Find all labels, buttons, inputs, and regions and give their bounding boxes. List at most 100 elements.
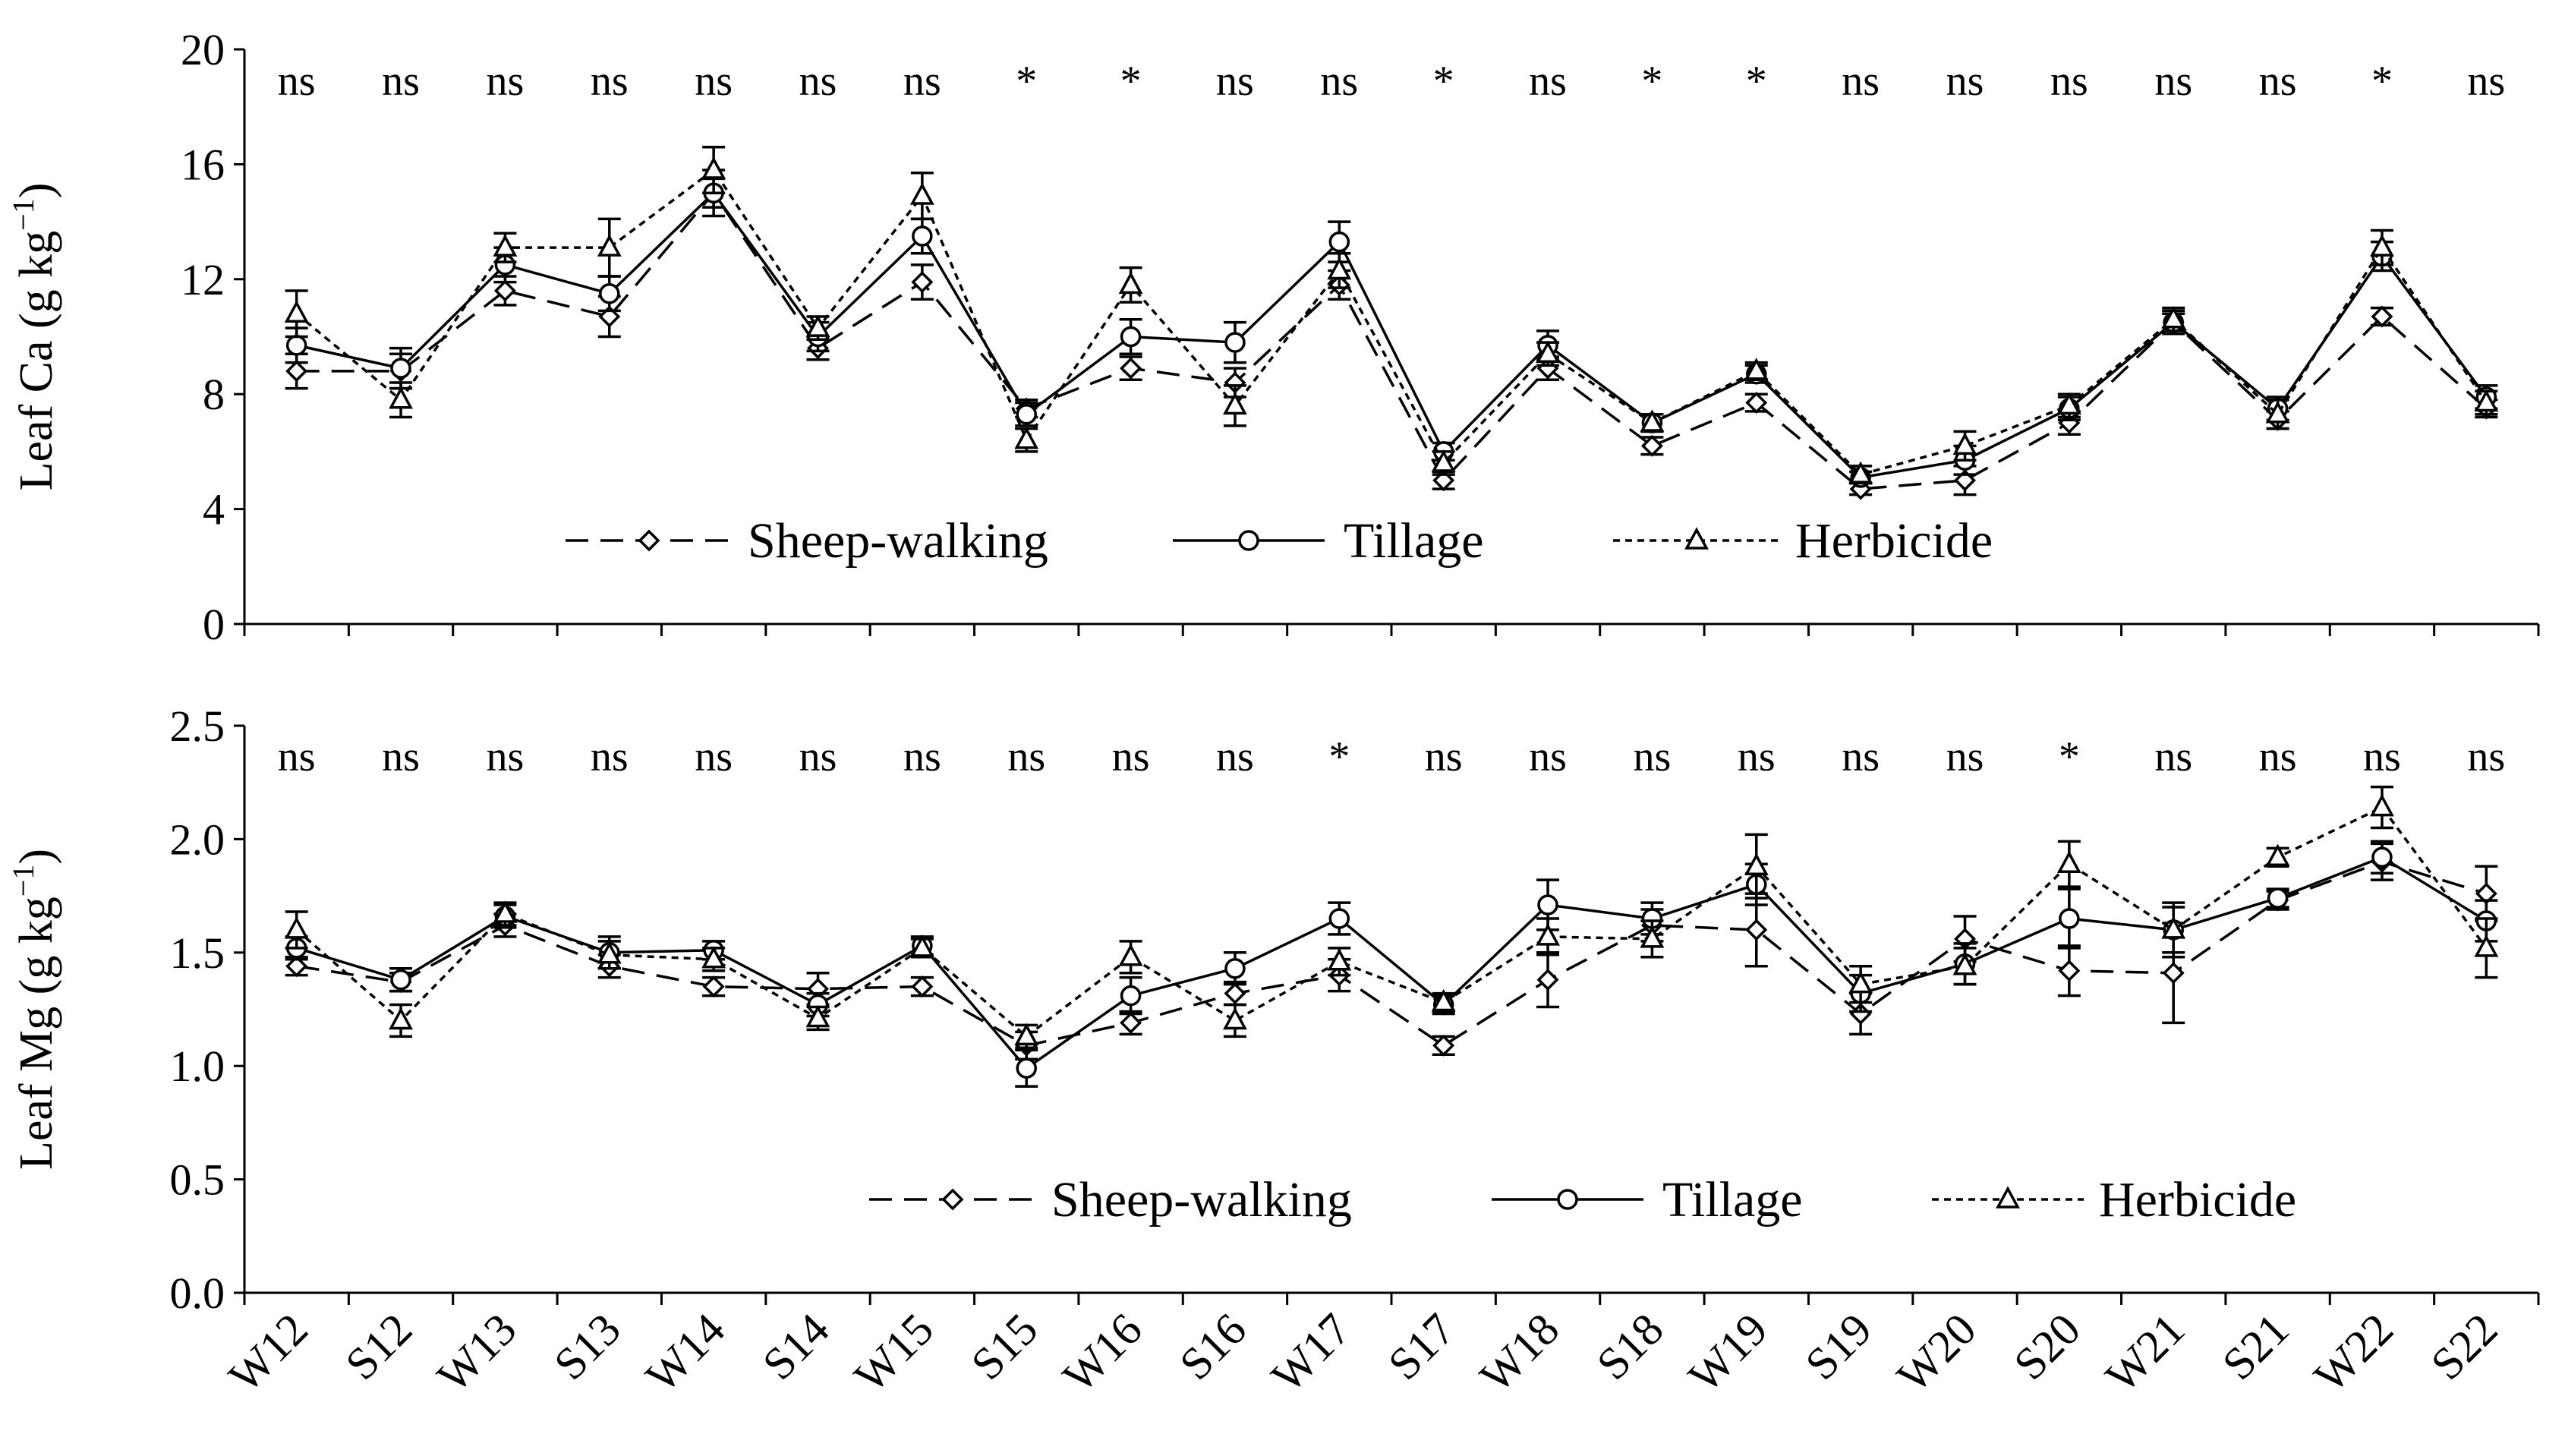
data-point-triangle xyxy=(2161,306,2186,329)
significance-label: ns xyxy=(799,58,837,105)
significance-label: ns xyxy=(278,733,316,780)
data-point-triangle xyxy=(1118,271,1143,295)
data-point-triangle xyxy=(1848,461,1873,484)
y-tick-label: 2.0 xyxy=(170,815,225,864)
data-point-triangle xyxy=(597,941,622,964)
data-point-circle xyxy=(1120,985,1142,1007)
data-point-triangle xyxy=(1327,948,1352,971)
significance-label: ns xyxy=(2467,58,2505,105)
data-point-circle xyxy=(1224,332,1246,353)
y-tick-label: 8 xyxy=(203,370,225,419)
significance-label: ns xyxy=(695,733,733,780)
y-axis-label: Leaf Mg (g kg−1) xyxy=(6,849,62,1170)
x-tick-label: S12 xyxy=(336,1304,422,1390)
series-triangle xyxy=(284,785,2499,1050)
significance-label: ns xyxy=(1842,733,1880,780)
data-point-diamond xyxy=(1745,919,1768,941)
data-point-triangle xyxy=(1536,923,1560,946)
series-line xyxy=(296,856,2488,1070)
significance-label: ns xyxy=(382,733,420,780)
data-point-triangle xyxy=(2265,843,2290,867)
data-point-circle xyxy=(1120,326,1142,348)
data-point-circle xyxy=(1016,1057,1037,1079)
significance-label: ns xyxy=(487,58,525,105)
significance-label: ns xyxy=(903,733,941,780)
series-line xyxy=(296,860,2487,1048)
significance-label: ns xyxy=(1216,733,1254,780)
y-tick-label: 0.0 xyxy=(170,1268,225,1318)
data-point-circle xyxy=(2267,887,2289,909)
data-point-circle xyxy=(285,335,307,356)
significance-label: ns xyxy=(1320,58,1358,105)
y-tick-label: 0.5 xyxy=(170,1155,225,1205)
significance-label: ns xyxy=(695,58,733,105)
significance-label: ns xyxy=(2154,58,2192,105)
panel-1: 0 4 8 12 16 20 Leaf Ca (g kg−1) ns ns ns ns ns ns ns *… xyxy=(6,25,2540,649)
significance-label: ns xyxy=(487,733,525,780)
significance-label: * xyxy=(2371,58,2393,105)
significance-label: ns xyxy=(2467,733,2505,780)
data-point-triangle xyxy=(909,182,934,205)
data-point-triangle xyxy=(1014,1023,1039,1046)
data-point-circle xyxy=(2059,908,2080,929)
significance-label: ns xyxy=(1946,58,1984,105)
data-point-triangle xyxy=(805,1004,830,1028)
significance-label: ns xyxy=(1112,733,1150,780)
significance-label: * xyxy=(1746,58,1767,105)
data-point-triangle xyxy=(1223,1007,1247,1030)
significance-label: ns xyxy=(1425,733,1463,780)
significance-label: ns xyxy=(1216,58,1254,105)
y-tick-label: 1.5 xyxy=(170,928,225,978)
data-point-triangle xyxy=(2474,934,2499,957)
y-tick-label: 4 xyxy=(203,485,225,534)
data-point-triangle xyxy=(1848,970,1873,994)
y-tick-label: 0 xyxy=(203,600,225,649)
significance-label: ns xyxy=(2050,58,2088,105)
legend-marker-diamond xyxy=(638,529,660,552)
data-point-triangle xyxy=(701,156,726,179)
x-tick-label: W22 xyxy=(2305,1304,2403,1402)
significance-label: ns xyxy=(2363,733,2401,780)
x-tick-label: W20 xyxy=(1888,1304,1986,1402)
data-point-triangle xyxy=(493,234,518,257)
x-tick-label: S16 xyxy=(1170,1304,1256,1390)
data-point-circle xyxy=(599,282,620,304)
data-point-diamond xyxy=(702,975,725,998)
data-point-diamond xyxy=(1745,392,1768,414)
data-point-diamond xyxy=(1640,434,1663,457)
x-tick-label: W13 xyxy=(427,1304,525,1402)
significance-label: ns xyxy=(903,58,941,105)
data-point-triangle xyxy=(1223,392,1247,415)
series-line xyxy=(296,191,2488,490)
data-point-diamond xyxy=(1120,1011,1142,1034)
y-tick-label: 12 xyxy=(181,255,225,304)
data-point-triangle xyxy=(805,314,830,337)
series-diamond xyxy=(285,177,2498,500)
series-triangle xyxy=(284,145,2499,485)
significance-label: * xyxy=(1120,58,1142,105)
data-point-circle xyxy=(1328,231,1350,253)
data-point-triangle xyxy=(284,300,309,323)
data-point-triangle xyxy=(1118,944,1143,966)
legend: Sheep-walking Tillage Herbicide xyxy=(566,513,1993,569)
legend-label-circle: Tillage xyxy=(1662,1172,1803,1228)
data-point-triangle xyxy=(2370,234,2394,257)
legend-label-diamond: Sheep-walking xyxy=(748,513,1048,569)
data-point-circle xyxy=(912,225,933,247)
x-tick-label: W15 xyxy=(845,1304,943,1402)
legend-marker-triangle xyxy=(1996,1186,2020,1209)
significance-label: ns xyxy=(1007,733,1045,780)
data-point-triangle xyxy=(389,386,413,409)
x-tick-label: W12 xyxy=(219,1304,317,1402)
significance-label: ns xyxy=(1738,733,1776,780)
data-point-diamond xyxy=(911,975,934,998)
data-point-triangle xyxy=(1014,427,1039,449)
data-point-diamond xyxy=(1120,357,1142,380)
y-tick-label: 16 xyxy=(181,140,225,189)
data-point-triangle xyxy=(2161,916,2186,939)
legend-marker-circle xyxy=(1557,1189,1578,1210)
data-point-diamond xyxy=(285,360,308,383)
legend-label-triangle: Herbicide xyxy=(2099,1172,2296,1228)
legend-label-triangle: Herbicide xyxy=(1795,513,1993,569)
significance-label: ns xyxy=(278,58,316,105)
